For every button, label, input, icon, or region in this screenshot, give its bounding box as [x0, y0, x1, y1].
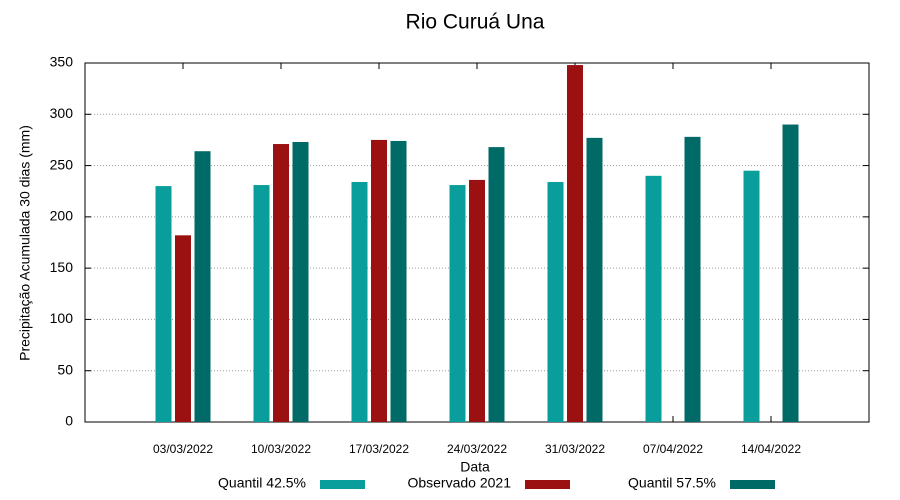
legend-swatch	[525, 480, 570, 489]
legend-label: Observado 2021	[407, 475, 511, 491]
y-tick-label: 150	[50, 259, 74, 275]
x-tick-label: 17/03/2022	[349, 442, 409, 456]
y-tick-label: 300	[50, 105, 74, 121]
bar	[273, 144, 289, 422]
y-tick-label: 250	[50, 156, 74, 172]
bar	[567, 65, 583, 423]
x-tick-label: 31/03/2022	[545, 442, 605, 456]
bar	[645, 175, 662, 422]
x-axis-label: Data	[460, 459, 490, 475]
bar	[371, 139, 387, 422]
y-tick-label: 100	[50, 310, 74, 326]
bar	[449, 185, 466, 422]
x-tick-label: 07/04/2022	[643, 442, 703, 456]
bar	[547, 181, 564, 422]
bar	[743, 170, 760, 422]
x-tick-label: 03/03/2022	[153, 442, 213, 456]
bar	[488, 147, 505, 422]
y-tick-label: 0	[65, 413, 73, 429]
legend-swatch	[730, 480, 775, 489]
legend-swatch	[320, 480, 365, 489]
bar	[175, 235, 191, 422]
y-tick-label: 200	[50, 208, 74, 224]
x-tick-label: 14/04/2022	[741, 442, 801, 456]
bar	[586, 137, 603, 422]
x-tick-label: 24/03/2022	[447, 442, 507, 456]
y-tick-label: 350	[50, 54, 74, 70]
bar	[469, 179, 485, 422]
legend-label: Quantil 42.5%	[218, 475, 306, 491]
y-tick-label: 50	[57, 361, 73, 377]
bar	[782, 124, 799, 423]
bar	[390, 140, 407, 422]
chart-title: Rio Curuá Una	[406, 11, 545, 34]
bar	[684, 136, 701, 422]
y-axis-label: Precipitação Acumulada 30 dias (mm)	[17, 125, 33, 361]
bar	[292, 141, 309, 423]
bar	[351, 181, 368, 422]
bar	[253, 185, 270, 422]
bar	[155, 186, 172, 422]
legend-label: Quantil 57.5%	[628, 475, 716, 491]
x-tick-label: 10/03/2022	[251, 442, 311, 456]
bar	[194, 151, 211, 422]
